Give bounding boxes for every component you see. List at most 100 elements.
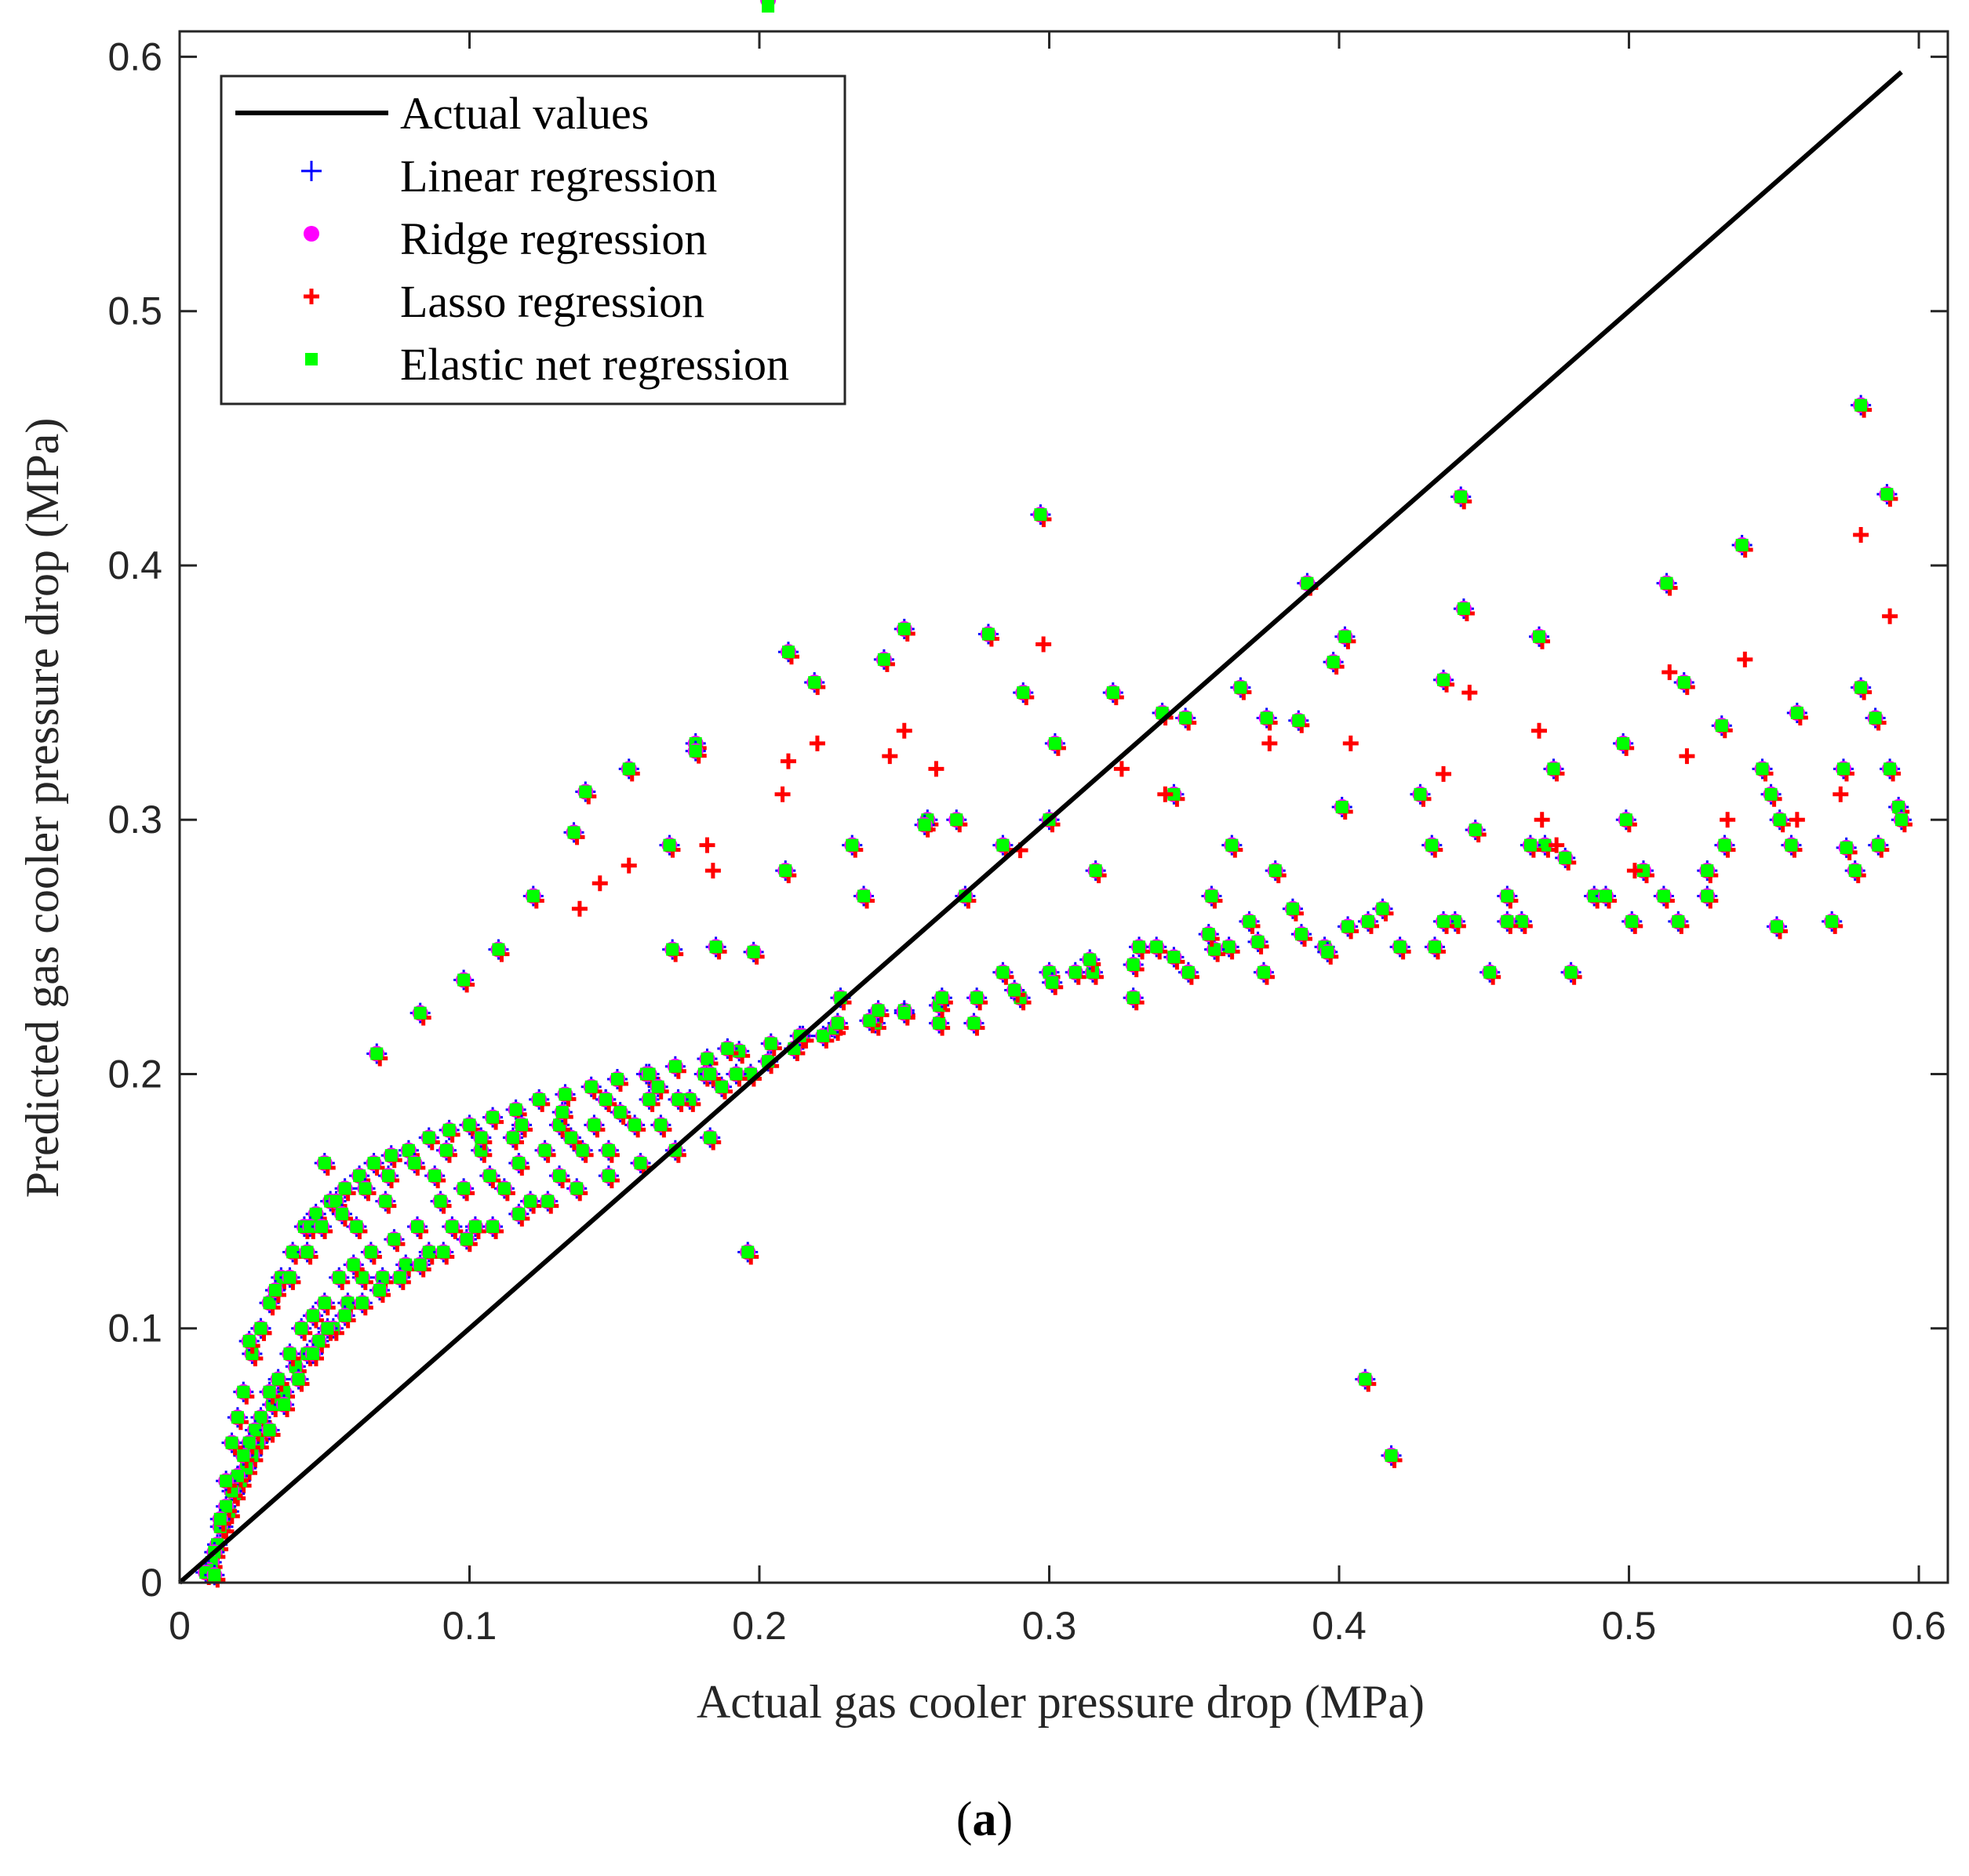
data-point-group <box>479 1165 501 1189</box>
elastic-net-regression-point <box>446 1220 459 1234</box>
data-point-group <box>584 1114 606 1138</box>
data-point-group <box>1355 1369 1377 1392</box>
elastic-net-regression-point <box>709 940 722 954</box>
elastic-net-regression-point <box>283 1271 297 1284</box>
lasso-regression-point <box>1833 786 1849 802</box>
elastic-net-regression-point <box>1292 714 1305 727</box>
data-point-group <box>827 1013 849 1036</box>
elastic-net-regression-point <box>220 1500 233 1513</box>
data-point-group <box>459 1114 481 1138</box>
elastic-net-regression-point <box>1625 914 1639 928</box>
data-point-group <box>1201 885 1223 909</box>
elastic-net-regression-point <box>1660 576 1673 590</box>
data-point-group <box>1760 783 1782 807</box>
y-tick-label: 0.1 <box>107 1307 162 1351</box>
elastic-net-regression-point <box>846 838 859 852</box>
data-point-group <box>1331 797 1353 820</box>
elastic-net-regression-point <box>237 1385 250 1398</box>
elastic-net-regression-point <box>863 1014 876 1027</box>
elastic-net-regression-point <box>1437 914 1450 928</box>
lasso-regression-point <box>1882 608 1898 624</box>
elastic-net-regression-point <box>559 1088 572 1101</box>
elastic-net-regression-point <box>996 838 1010 852</box>
elastic-net-regression-point <box>704 1131 717 1144</box>
elastic-net-regression-point <box>1840 841 1853 854</box>
elastic-net-regression-point <box>373 1284 386 1297</box>
data-point-group <box>430 1191 452 1214</box>
data-point-group <box>409 1002 431 1026</box>
data-point-group <box>418 1242 440 1265</box>
data-point-group <box>1560 962 1582 985</box>
elastic-net-regression-point <box>1515 914 1528 928</box>
elastic-net-regression-point <box>1205 889 1218 903</box>
data-point-group <box>493 1178 515 1202</box>
data-point-group <box>853 885 875 909</box>
lasso-regression-point <box>1853 527 1869 544</box>
elastic-net-regression-point <box>254 1411 268 1424</box>
elastic-net-regression-point <box>338 1309 351 1322</box>
elastic-net-regression-point <box>422 1245 435 1259</box>
y-tick-label: 0.4 <box>107 544 162 587</box>
lasso-regression-point <box>928 761 944 777</box>
lasso-regression-point <box>1720 812 1736 828</box>
elastic-net-regression-point <box>306 1347 319 1361</box>
legend-label: Actual values <box>400 88 649 139</box>
elastic-net-regression-point <box>300 1245 314 1259</box>
elastic-net-regression-point <box>1260 711 1273 725</box>
data-point-group <box>288 1369 310 1392</box>
elastic-net-regression-point <box>1089 864 1102 878</box>
data-point-group <box>1876 484 1898 507</box>
legend: Actual values Linear regression Ridge regr… <box>220 75 846 405</box>
data-point-group <box>314 1152 336 1176</box>
data-point-group <box>508 1152 530 1176</box>
elastic-net-regression-point <box>515 1118 529 1132</box>
lasso-regression-point <box>1661 664 1678 681</box>
elastic-net-regression-point <box>1894 813 1908 827</box>
data-point-group <box>963 1013 985 1036</box>
elastic-net-regression-point <box>402 1143 415 1157</box>
data-point-group <box>868 1000 890 1023</box>
elastic-net-regression-point <box>1756 762 1769 776</box>
elastic-net-regression-point <box>1179 711 1192 725</box>
data-point-group <box>1042 972 1064 995</box>
data-point-group <box>1123 954 1145 978</box>
lasso-regression-point <box>1461 685 1478 701</box>
data-point-group <box>977 624 999 647</box>
data-point-group <box>346 1216 368 1240</box>
elastic-net-regression-point <box>475 1131 488 1144</box>
elastic-net-regression-point <box>1338 630 1352 643</box>
data-point-group <box>453 969 475 993</box>
data-point-group <box>624 1114 646 1138</box>
data-point-group <box>700 1063 722 1087</box>
elastic-net-regression-point <box>570 1182 584 1195</box>
elastic-net-regression-point <box>1701 889 1714 903</box>
lasso-regression-point <box>1679 748 1695 765</box>
data-point-group <box>238 1330 260 1354</box>
data-point-group <box>1833 758 1854 782</box>
elastic-net-regression-point <box>1321 945 1334 958</box>
elastic-net-regression-point <box>1637 864 1651 878</box>
elastic-net-regression-point <box>483 1169 497 1183</box>
elastic-net-regression-point <box>1385 1449 1398 1462</box>
elastic-net-regression-point <box>304 1220 317 1234</box>
data-point-group <box>1822 911 1843 934</box>
elastic-net-regression-point <box>897 623 911 636</box>
elastic-net-regression-point <box>668 1060 682 1073</box>
data-point-group <box>581 1076 602 1100</box>
lasso-regression-point <box>882 748 898 765</box>
data-point-group <box>282 1242 304 1265</box>
elastic-net-regression-point <box>553 1169 566 1183</box>
caption-open-paren: ( <box>956 1793 973 1846</box>
data-point-group <box>1851 677 1873 700</box>
data-point-group <box>488 939 510 962</box>
elastic-net-regression-point <box>1588 889 1601 903</box>
x-tick-label: 0.6 <box>1891 1604 1946 1648</box>
elastic-net-regression-point <box>1167 787 1181 801</box>
elastic-net-regression-point <box>1068 965 1082 979</box>
data-point-group <box>992 962 1014 985</box>
data-point-group <box>1372 898 1394 922</box>
elastic-net-regression-point <box>1599 889 1612 903</box>
elastic-net-regression-point <box>663 838 676 852</box>
elastic-net-regression-point <box>225 1436 238 1449</box>
data-point-group <box>389 1267 411 1290</box>
